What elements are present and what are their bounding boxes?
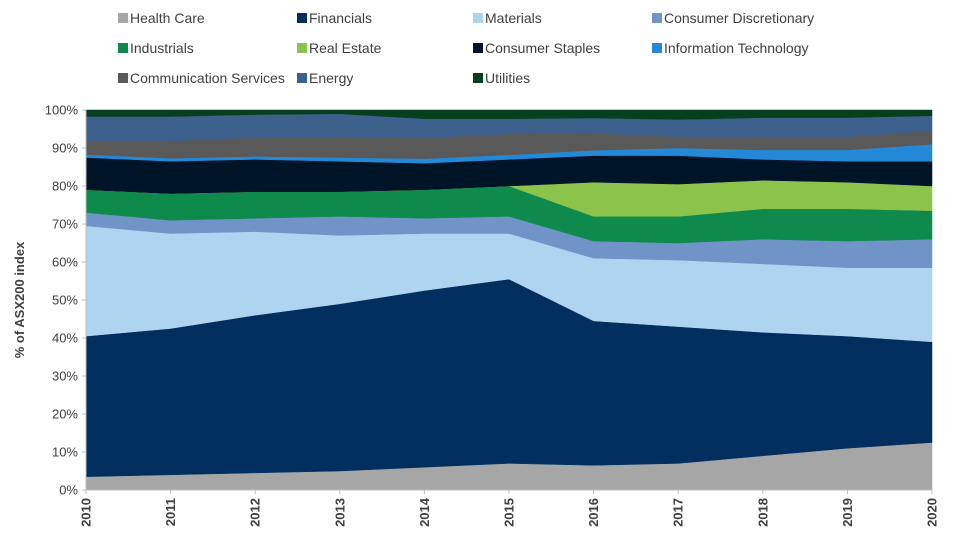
legend-item-utilities: Utilities: [473, 70, 530, 86]
area-utilities: [85, 109, 933, 120]
legend-label: Materials: [485, 10, 542, 26]
y-tick-label: 0%: [59, 483, 78, 498]
legend-label: Communication Services: [130, 70, 285, 86]
y-tick-label: 90%: [52, 141, 78, 156]
x-tick-label: 2010: [79, 498, 94, 527]
legend-label: Real Estate: [309, 40, 382, 56]
legend-swatch: [118, 73, 128, 83]
legend-item-information-technology: Information Technology: [652, 40, 809, 56]
legend-label: Utilities: [485, 70, 530, 86]
chart-legend: Health Care Financials Materials Consumer D…: [118, 10, 814, 86]
chart-areas: [85, 109, 933, 491]
x-tick-label: 2020: [925, 498, 940, 527]
legend-label: Information Technology: [664, 40, 809, 56]
legend-label: Health Care: [130, 10, 205, 26]
legend-label: Consumer Staples: [485, 40, 600, 56]
y-tick-label: 30%: [52, 369, 78, 384]
legend-item-industrials: Industrials: [118, 40, 194, 56]
y-tick-label: 80%: [52, 179, 78, 194]
y-tick-label: 10%: [52, 445, 78, 460]
legend-swatch: [473, 13, 483, 23]
legend-label: Financials: [309, 10, 372, 26]
x-tick-label: 2011: [163, 498, 178, 526]
legend-item-health-care: Health Care: [118, 10, 205, 26]
y-axis-label: % of ASX200 index: [12, 241, 27, 358]
legend-item-consumer-discretionary: Consumer Discretionary: [652, 10, 814, 26]
x-tick-label: 2014: [417, 497, 432, 527]
chart-axes: 0% 10% 20% 30% 40% 50% 60% 70% 80% 90% 100% 2010 201…: [45, 103, 940, 527]
y-tick-label: 60%: [52, 255, 78, 270]
legend-swatch: [118, 13, 128, 23]
y-tick-label: 70%: [52, 217, 78, 232]
legend-item-consumer-staples: Consumer Staples: [473, 40, 600, 56]
x-tick-label: 2015: [502, 498, 517, 527]
legend-item-real-estate: Real Estate: [297, 40, 382, 56]
legend-swatch: [652, 13, 662, 23]
legend-label: Energy: [309, 70, 353, 86]
legend-swatch: [118, 43, 128, 53]
x-tick-label: 2013: [332, 498, 347, 527]
legend-swatch: [473, 73, 483, 83]
y-tick-label: 40%: [52, 331, 78, 346]
legend-swatch: [652, 43, 662, 53]
x-tick-label: 2016: [586, 498, 601, 527]
y-tick-label: 50%: [52, 293, 78, 308]
legend-label: Consumer Discretionary: [664, 10, 814, 26]
legend-swatch: [297, 43, 307, 53]
legend-label: Industrials: [130, 40, 194, 56]
y-tick-label: 100%: [45, 103, 79, 118]
legend-swatch: [297, 73, 307, 83]
legend-swatch: [473, 43, 483, 53]
x-tick-label: 2012: [248, 498, 263, 527]
y-tick-label: 20%: [52, 407, 78, 422]
x-tick-label: 2019: [840, 498, 855, 527]
legend-swatch: [297, 13, 307, 23]
legend-item-materials: Materials: [473, 10, 542, 26]
x-tick-label: 2017: [671, 498, 686, 527]
legend-item-communication-services: Communication Services: [118, 70, 285, 86]
legend-item-energy: Energy: [297, 70, 353, 86]
legend-item-financials: Financials: [297, 10, 372, 26]
x-tick-label: 2018: [755, 498, 770, 527]
